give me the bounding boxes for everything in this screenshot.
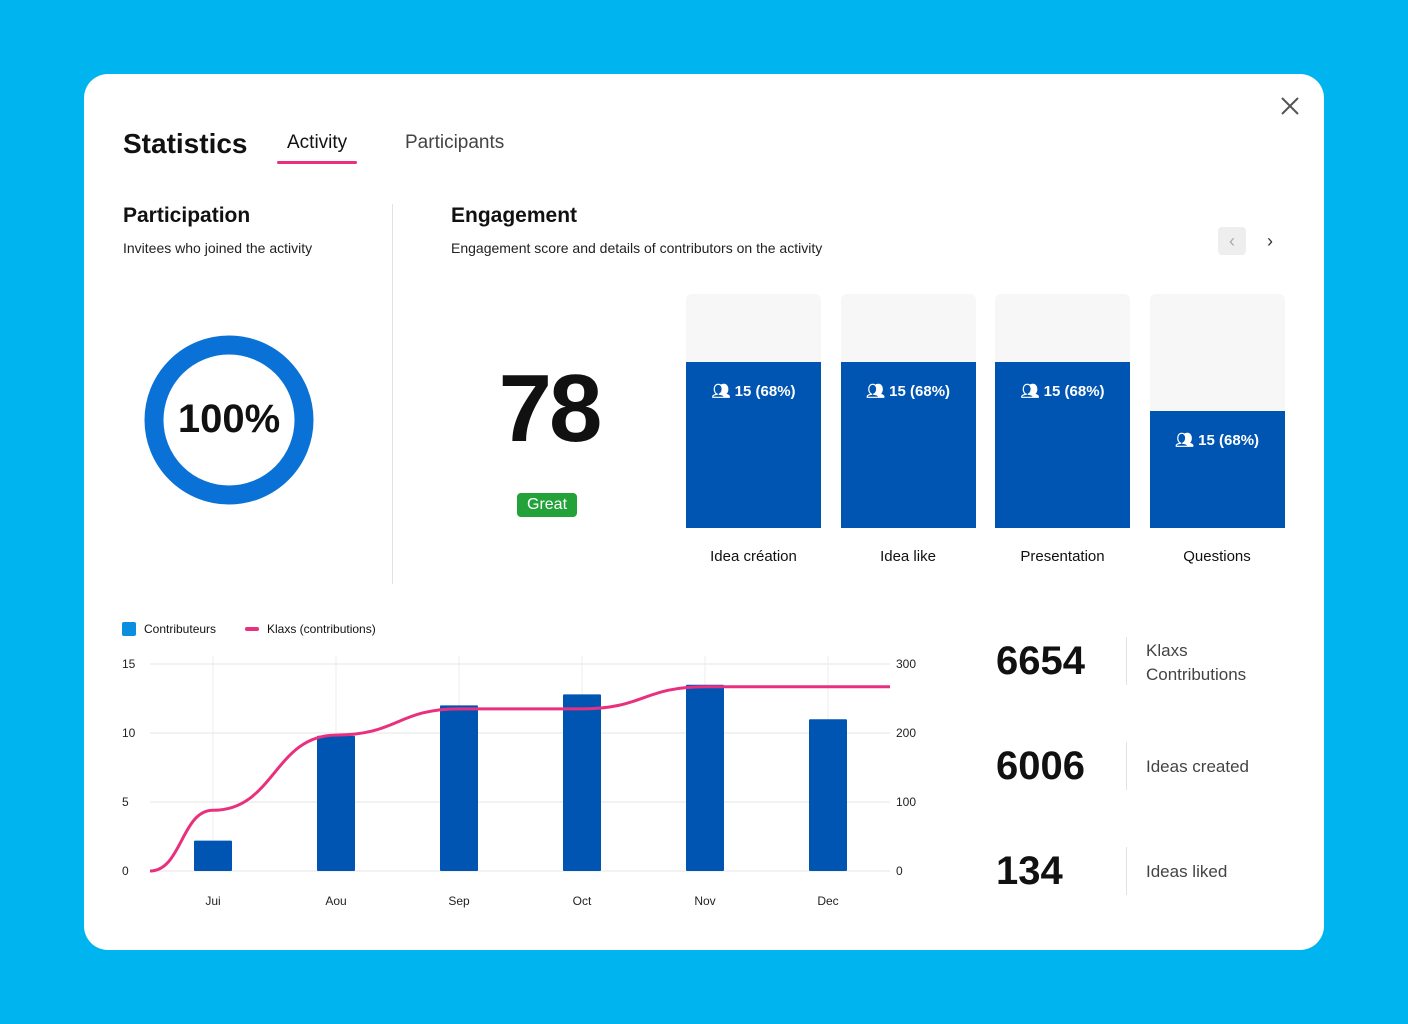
chevron-right-icon: › [1267,230,1273,251]
close-icon[interactable] [1278,94,1302,118]
left-axis-tick: 10 [122,726,136,740]
engagement-label: Presentation [1020,548,1105,565]
engagement-column: 👥︎ 15 (68%) [840,294,976,528]
stat-value: 6006 [996,744,1085,788]
engagement-label: Idea création [710,548,797,565]
engagement-bar: 👥︎ 15 (68%) [995,361,1130,528]
participation-title: Participation [123,204,251,227]
left-axis-tick: 5 [122,795,129,809]
tab-activity[interactable]: Activity [276,132,358,164]
bar-contributeurs [686,684,724,871]
legend-swatch-bar [122,622,136,636]
left-axis-tick: 15 [122,657,136,671]
statistics-dialog: Statistics Activity Participants Partici… [84,74,1324,950]
engagement-score: 78 [498,355,603,462]
tab-participants[interactable]: Participants [405,132,505,153]
dialog-title: Statistics [123,128,248,159]
engagement-title: Engagement [451,204,578,227]
x-axis-tick: Sep [448,894,470,908]
engagement-label: Questions [1183,548,1251,565]
engagement-column: 👥︎ 15 (68%) [686,294,821,528]
engagement-value: 15 (68%) [1198,432,1260,449]
legend-klaxs: Klaxs (contributions) [245,622,376,636]
stat-value: 134 [996,849,1063,893]
x-axis-tick: Jui [205,894,220,908]
engagement-bar: 👥︎ 15 (68%) [1149,411,1285,528]
stat-divider [1126,637,1127,685]
participation-value: 100% [177,397,281,441]
x-axis-tick: Nov [694,894,715,908]
legend-label: Klaxs (contributions) [267,622,376,636]
right-axis-tick: 100 [896,795,916,809]
stat-label: Klaxs Contributions [1146,641,1247,684]
next-button[interactable]: › [1256,227,1284,255]
stat-label: Ideas liked [1146,862,1228,881]
people-icon: 👥︎ [1174,432,1199,449]
legend-swatch-line [245,627,259,631]
people-icon: 👥︎ [865,382,890,400]
stat-value: 6654 [996,639,1085,683]
stat-label: Ideas created [1146,757,1250,776]
engagement-subtitle: Engagement score and details of contribu… [451,240,823,256]
people-icon: 👥︎ [711,382,735,400]
left-axis-tick: 0 [122,864,129,878]
engagement-column: 👥︎ 15 (68%) [1149,294,1285,528]
divider [392,204,393,584]
bar-contributeurs [194,840,232,871]
previous-button[interactable]: ‹ [1218,227,1246,255]
legend-label: Contributeurs [144,622,217,636]
bar-contributeurs [440,705,478,871]
activity-chart: 0 5 10 15 0 100 200 300 Jui Aou Sep Oct Nov Dec [122,656,916,908]
x-axis-tick: Aou [325,894,346,908]
legend-contributeurs: Contributeurs [122,622,216,636]
right-axis-tick: 0 [896,864,903,878]
engagement-value: 15 (68%) [889,382,951,400]
engagement-bar: 👥︎ 15 (68%) [686,361,821,528]
x-axis-tick: Dec [817,894,838,908]
stat-divider [1126,742,1127,790]
engagement-value: 15 (68%) [1043,382,1105,400]
engagement-value: 15 (68%) [734,382,796,400]
participation-donut [144,335,314,505]
rating-badge: Great [517,493,578,517]
chevron-left-icon: ‹ [1229,230,1235,251]
participation-subtitle: Invitees who joined the activity [123,240,313,256]
right-axis-tick: 200 [896,726,916,740]
bar-contributeurs [317,735,355,871]
bar-contributeurs [809,719,847,871]
stat-divider [1126,847,1127,895]
engagement-label: Idea like [880,548,936,565]
x-axis-tick: Oct [573,894,592,908]
people-icon: 👥︎ [1020,382,1044,400]
engagement-column: 👥︎ 15 (68%) [995,294,1130,528]
right-axis-tick: 300 [896,657,916,671]
engagement-bar: 👥︎ 15 (68%) [840,361,976,528]
line-klaxs [149,685,890,873]
bar-contributeurs [563,694,601,871]
